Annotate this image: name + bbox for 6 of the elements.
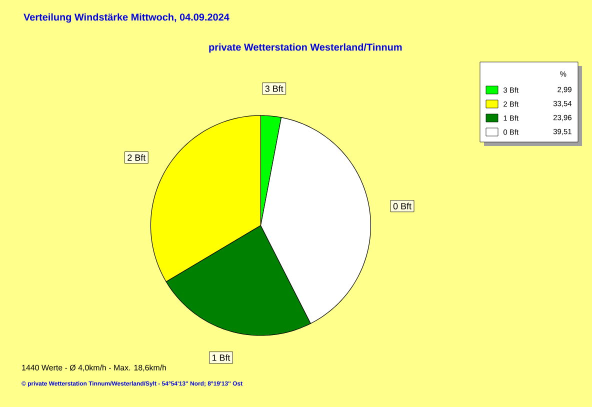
chart-subtitle: private Wetterstation Westerland/Tinnum: [209, 43, 402, 53]
chart-title: Verteilung Windstärke Mittwoch, 04.09.2024: [24, 13, 230, 23]
slice-label: 2 Bft: [128, 154, 146, 161]
slice-label: 3 Bft: [265, 85, 284, 92]
slice-label: 1 Bft: [212, 354, 230, 361]
slice-label: 0 Bft: [393, 202, 412, 210]
